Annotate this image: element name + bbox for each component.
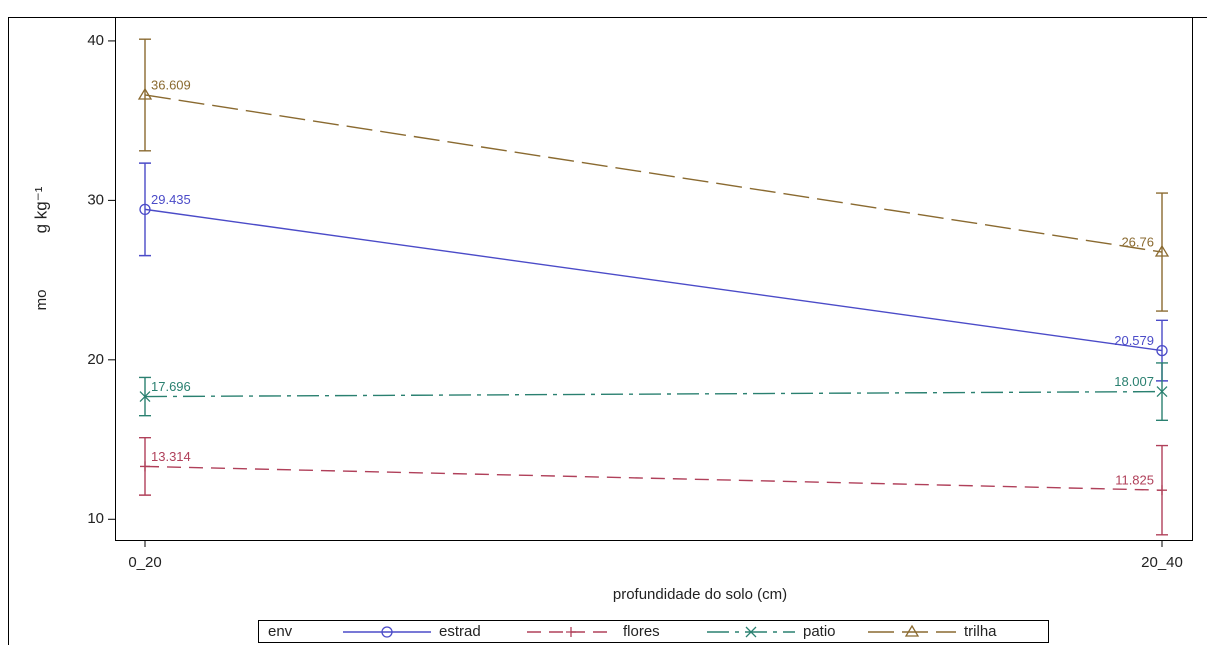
legend-box [258, 620, 1049, 643]
series-line [144, 390, 1163, 398]
data-label: 11.825 [1115, 473, 1154, 488]
point-marker [1154, 244, 1170, 257]
y-axis-label: mo [33, 290, 50, 311]
point-marker [1157, 485, 1167, 496]
error-bar [139, 162, 151, 257]
y-tick-label: 10 [87, 510, 104, 527]
x-axis-label: profundidade do solo (cm) [613, 586, 787, 603]
x-tick-label: 0_20 [128, 554, 161, 571]
point-marker [1156, 386, 1168, 398]
error-bar [139, 38, 151, 152]
y-tick-label: 20 [87, 351, 104, 368]
legend-label: patio [803, 623, 836, 640]
legend-marker [566, 627, 576, 637]
series-line [144, 465, 1163, 491]
point-marker [137, 87, 153, 100]
data-label: 26.76 [1121, 234, 1154, 249]
legend-title: env [268, 623, 293, 640]
data-label: 29.435 [151, 192, 191, 207]
point-marker [139, 391, 151, 403]
point-marker [140, 461, 150, 472]
point-marker [139, 203, 151, 216]
data-label: 18.007 [1114, 374, 1154, 389]
legend-label: flores [623, 623, 660, 640]
point-marker [1156, 344, 1168, 357]
legend-label: estrad [439, 623, 481, 640]
y-tick-label: 30 [87, 191, 104, 208]
legend-marker [904, 624, 920, 637]
y-tick-label: 40 [87, 32, 104, 49]
data-label: 36.609 [151, 77, 191, 92]
plot-frame [115, 17, 1193, 541]
data-label: 17.696 [151, 379, 191, 394]
legend-marker [745, 626, 757, 638]
series-line [144, 208, 1163, 352]
legend-label: trilha [964, 623, 997, 640]
legend-marker [381, 626, 393, 638]
data-label: 20.579 [1114, 333, 1154, 348]
x-tick-label: 20_40 [1141, 554, 1183, 571]
error-bar [1156, 192, 1168, 312]
data-label: 13.314 [151, 449, 191, 464]
y-axis-unit: g kg⁻¹ [31, 186, 50, 233]
series-line [144, 94, 1163, 253]
